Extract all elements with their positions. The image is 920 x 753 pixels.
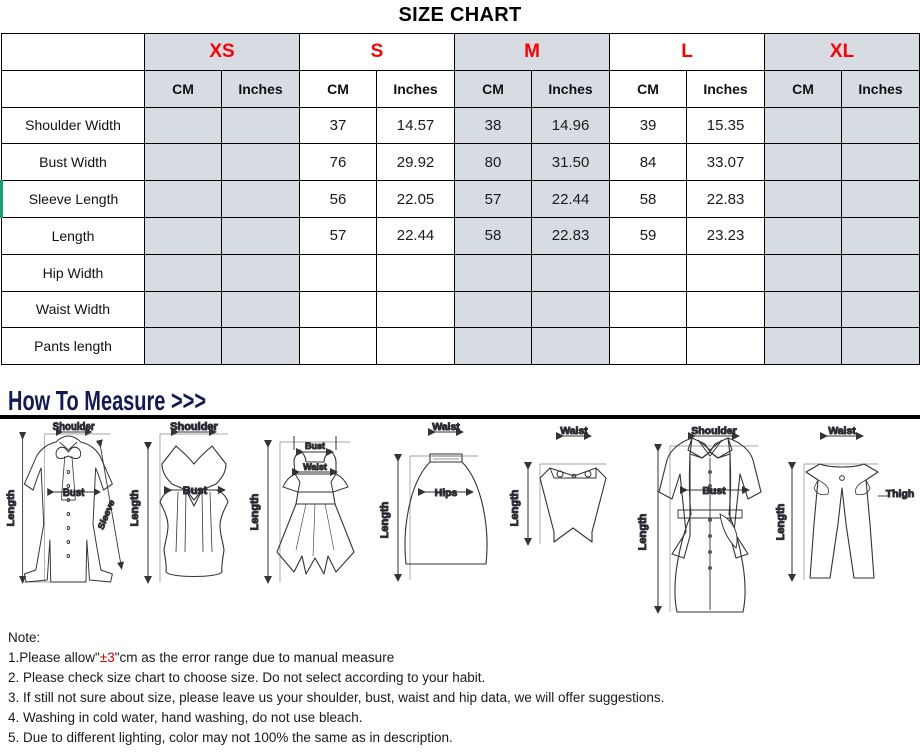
svg-text:Length: Length: [509, 489, 521, 526]
svg-text:Waist: Waist: [828, 425, 856, 437]
svg-text:Length: Length: [129, 489, 141, 526]
svg-text:Waist: Waist: [432, 421, 460, 433]
svg-text:Length: Length: [637, 513, 649, 550]
svg-text:Thigh: Thigh: [886, 488, 915, 500]
svg-text:Length: Length: [249, 493, 261, 530]
svg-text:Bust: Bust: [702, 485, 726, 497]
svg-text:Shoulder: Shoulder: [691, 425, 737, 437]
svg-text:Length: Length: [379, 501, 391, 538]
svg-text:Sleeve: Sleeve: [95, 498, 116, 532]
svg-text:Waist: Waist: [303, 462, 327, 472]
svg-text:Bust: Bust: [63, 488, 85, 500]
svg-text:Shoulder: Shoulder: [53, 422, 95, 434]
svg-text:Bust: Bust: [183, 485, 208, 497]
svg-text:Bust: Bust: [305, 441, 325, 451]
svg-text:Length: Length: [775, 503, 787, 540]
svg-text:Length: Length: [6, 490, 16, 527]
svg-text:Hips: Hips: [435, 487, 458, 499]
svg-text:Waist: Waist: [560, 425, 588, 437]
svg-text:Shoulder: Shoulder: [170, 421, 218, 433]
